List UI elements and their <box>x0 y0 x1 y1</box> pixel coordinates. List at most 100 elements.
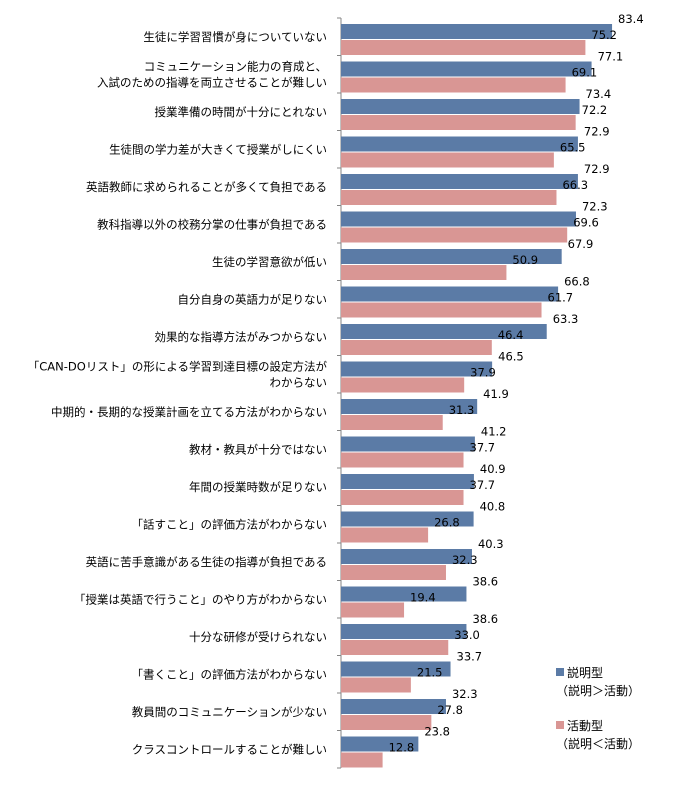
bar-series-0 <box>341 586 467 602</box>
bar-series-1 <box>341 452 464 468</box>
bar-series-0 <box>341 24 613 39</box>
bar-series-1 <box>341 490 464 505</box>
bar-series-0 <box>341 136 578 152</box>
category-label: 十分な研修が受けられない <box>189 630 327 644</box>
bar-series-1 <box>341 565 446 580</box>
category-label: 生徒に学習習慣が身についていない <box>143 30 327 44</box>
bar-series-1 <box>341 752 383 768</box>
bar-series-0 <box>341 436 475 452</box>
data-label: 46.5 <box>498 350 524 364</box>
legend-item-series-0: 説明型 （説明＞活動） <box>556 666 641 698</box>
data-label: 73.4 <box>586 87 612 101</box>
category-label: 「話すこと」の評価方法がわからない <box>132 517 328 531</box>
data-label: 40.8 <box>480 500 506 514</box>
data-label: 37.7 <box>470 478 496 492</box>
bar-series-0 <box>341 661 451 677</box>
category-label: 教材・教具が十分ではない <box>189 442 327 456</box>
data-label: 33.7 <box>457 650 483 664</box>
bar-series-1 <box>341 677 411 693</box>
bar-series-1 <box>341 77 566 93</box>
data-label: 50.9 <box>512 253 538 267</box>
data-label: 65.5 <box>560 141 586 155</box>
data-label: 37.7 <box>470 441 496 455</box>
data-label: 32.3 <box>452 553 478 567</box>
bar-series-1 <box>341 527 429 543</box>
data-label: 31.3 <box>449 403 475 417</box>
data-label: 67.9 <box>568 237 594 251</box>
category-label: 効果的な指導方法がみつからない <box>155 330 328 344</box>
data-label: 41.2 <box>481 425 507 439</box>
data-label: 66.8 <box>564 275 590 289</box>
legend-swatch <box>556 668 564 676</box>
data-label: 27.8 <box>437 703 463 717</box>
bar-series-1 <box>341 40 586 55</box>
legend-swatch <box>556 721 564 729</box>
category-label: 「CAN-DOリスト」の形による学習到達目標の設定方法が <box>28 359 328 373</box>
category-label: 入試のための指導を両立させることが難しい <box>97 75 327 89</box>
category-label: 中期的・長期的な授業計画を立てる方法がわからない <box>51 405 327 419</box>
bar-series-0 <box>341 511 474 527</box>
data-label: 69.1 <box>572 66 598 80</box>
data-label: 21.5 <box>417 666 443 680</box>
data-label: 37.9 <box>470 366 496 380</box>
data-label: 32.3 <box>452 687 478 701</box>
category-label: 教科指導以外の校務分掌の仕事が負担である <box>97 217 327 231</box>
category-label: 授業準備の時間が十分にとれない <box>155 105 328 119</box>
category-label: クラスコントロールすることが難しい <box>132 742 327 756</box>
category-label: 自分自身の英語力が足りない <box>178 292 328 306</box>
bar-series-0 <box>341 286 559 302</box>
bar-series-1 <box>341 302 542 318</box>
bar-series-0 <box>341 249 562 264</box>
bar-series-0 <box>341 736 419 752</box>
bar-series-0 <box>341 361 493 377</box>
category-label: 「授業は英語で行うこと」のやり方がわからない <box>74 592 327 606</box>
bar-series-1 <box>341 152 554 168</box>
data-label: 46.4 <box>498 328 524 342</box>
category-label: 英語に苦手意識がある生徒の指導が負担である <box>86 555 327 569</box>
bar-series-0 <box>341 624 467 639</box>
bar-series-0 <box>341 324 547 339</box>
data-label: 77.1 <box>598 50 624 64</box>
category-label: わからない <box>270 375 328 389</box>
data-label: 12.8 <box>389 741 415 755</box>
bar-series-0 <box>341 61 592 77</box>
bar-series-1 <box>341 640 449 655</box>
data-label: 19.4 <box>410 591 436 605</box>
data-label: 72.2 <box>582 103 608 117</box>
data-label: 69.6 <box>573 216 599 230</box>
data-label: 72.9 <box>584 125 610 139</box>
bar-series-0 <box>341 399 478 414</box>
data-label: 63.3 <box>553 312 579 326</box>
data-label: 40.3 <box>478 537 504 551</box>
category-label: 英語教師に求められることが多くて負担である <box>86 180 327 194</box>
bar-series-1 <box>341 115 576 130</box>
category-label: 「書くこと」の評価方法がわからない <box>132 667 328 681</box>
bar-series-1 <box>341 377 465 393</box>
data-label: 72.9 <box>584 162 610 176</box>
bar-series-1 <box>341 227 568 243</box>
data-label: 38.6 <box>472 612 498 626</box>
data-label: 38.6 <box>472 575 498 589</box>
bar-series-0 <box>341 174 578 189</box>
data-label: 72.3 <box>582 200 608 214</box>
category-label: 生徒の学習意欲が低い <box>212 255 327 269</box>
data-label: 40.9 <box>480 462 506 476</box>
bar-series-1 <box>341 715 432 730</box>
data-label: 41.9 <box>483 387 509 401</box>
bar-series-1 <box>341 340 492 355</box>
data-label: 75.2 <box>591 28 617 42</box>
bar-series-0 <box>341 99 580 114</box>
bar-series-0 <box>341 474 474 489</box>
bar-series-0 <box>341 699 446 714</box>
category-label: 教員間のコミュニケーションが少ない <box>132 705 327 719</box>
data-label: 66.3 <box>562 178 588 192</box>
bar-series-0 <box>341 549 472 564</box>
bar-series-0 <box>341 211 576 227</box>
data-label: 23.8 <box>424 725 450 739</box>
bar-series-1 <box>341 415 443 430</box>
bar-series-1 <box>341 602 405 618</box>
data-label: 83.4 <box>618 12 644 26</box>
category-label: 生徒間の学力差が大きくて授業がしにくい <box>109 142 327 156</box>
data-label: 33.0 <box>454 628 480 642</box>
